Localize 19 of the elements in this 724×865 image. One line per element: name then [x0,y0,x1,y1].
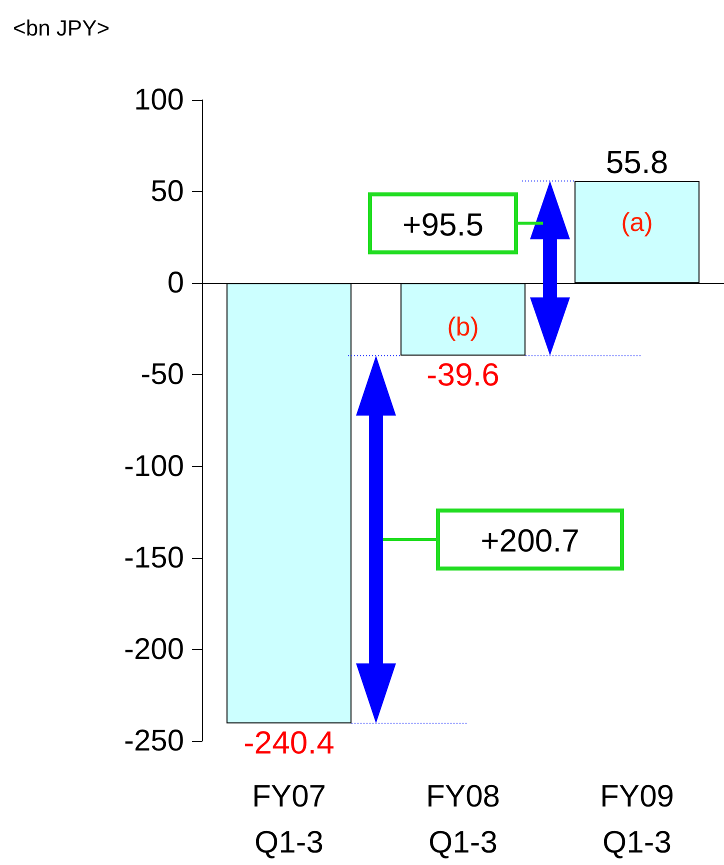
x-tick-label: FY09 Q1-3 [600,778,674,860]
y-tick-label: 50 [150,175,184,208]
y-tick-label: -150 [124,541,184,574]
annotation: (b) [447,312,479,342]
y-tick-label: -100 [124,450,184,483]
annotation: +200.7 [480,522,580,559]
annotation: +95.5 [402,206,484,242]
x-tick-label: FY07 Q1-3 [252,778,326,860]
y-tick-label: -50 [140,358,184,392]
annotation: (a) [621,206,653,237]
x-tick-label: FY08 Q1-3 [426,778,500,860]
y-tick-label: -250 [124,724,184,758]
data-label: -39.6 [426,356,500,393]
y-tick-label: 0 [167,266,184,300]
data-label: 55.8 [606,144,668,180]
data-label: -240.4 [244,724,334,760]
y-tick-label: -200 [124,632,184,666]
y-axis-title: <bn JPY> [13,16,110,40]
y-tick-label: 100 [134,84,184,116]
